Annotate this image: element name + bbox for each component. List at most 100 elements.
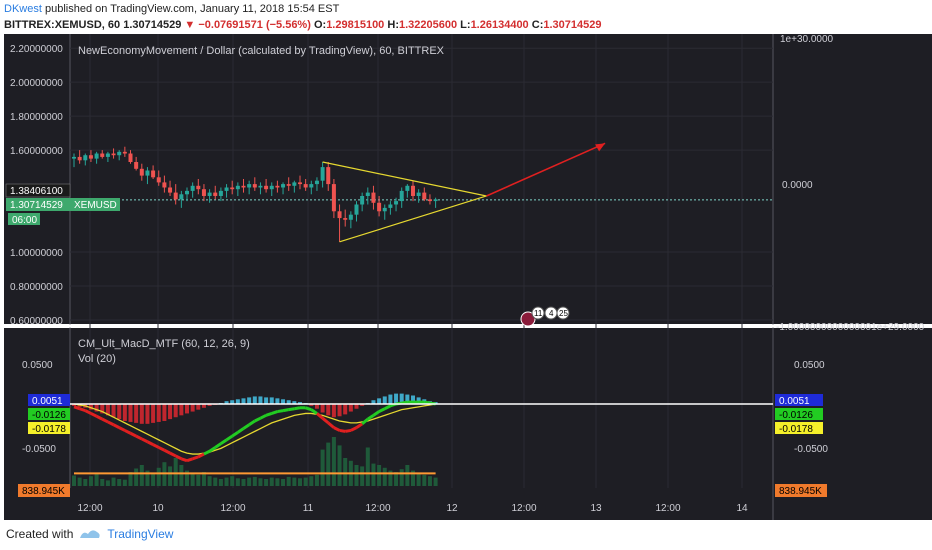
volume-bar: [173, 458, 178, 486]
histogram-bar: [326, 404, 331, 416]
candle-body: [292, 182, 297, 186]
candle-body: [72, 156, 76, 159]
volume-bar: [235, 478, 240, 486]
macd-line-segment: [321, 417, 330, 425]
histogram-bar: [337, 404, 342, 417]
histogram-value-right: 0.0051: [779, 396, 810, 407]
candle-body: [196, 185, 201, 190]
author-link[interactable]: DKwest: [4, 3, 42, 15]
price-tick-label: 2.00000000: [10, 78, 63, 89]
event-marker-icon[interactable]: [520, 311, 536, 327]
candle-body: [156, 177, 161, 183]
signal-badge: [28, 422, 70, 434]
right-axis-zero: 0.0000: [782, 180, 813, 191]
histogram-bar: [168, 404, 173, 420]
macd-line-segment: [90, 412, 98, 418]
volume-bar: [190, 473, 195, 486]
volume-bar: [377, 465, 382, 486]
volume-bar: [298, 478, 302, 486]
high-value: 1.32205600: [398, 19, 458, 31]
event-badge-3[interactable]: [556, 306, 570, 320]
triangle-lower-line: [339, 195, 487, 243]
macd-line-segment: [288, 407, 295, 412]
candle-body: [122, 151, 127, 154]
histogram-bar: [122, 404, 127, 421]
candle-body: [382, 207, 387, 212]
time-tick-label: 12:00: [511, 503, 536, 514]
histogram-bar: [252, 396, 257, 404]
candle-body: [235, 185, 240, 190]
close-value: 1.30714529: [543, 19, 602, 31]
candle-body: [190, 185, 195, 191]
histogram-badge: [28, 394, 70, 406]
candle-body: [303, 184, 308, 188]
low-value: 1.26134400: [470, 19, 529, 31]
histogram-bar: [258, 396, 263, 404]
volume-bar: [371, 463, 376, 486]
histogram-bar: [185, 404, 189, 414]
macd-line-segment: [242, 423, 250, 430]
macd-line-segment: [101, 417, 109, 424]
volume-bar: [343, 458, 348, 486]
countdown-label: 06:00: [12, 215, 37, 226]
macd-line-segment: [271, 410, 278, 415]
volume-bar: [326, 442, 331, 486]
candle-body: [139, 168, 144, 176]
event-badge-1-text: 11: [534, 309, 543, 318]
macd-line-segment: [112, 423, 120, 429]
candle-body: [88, 155, 93, 159]
high-label: H:: [387, 19, 399, 31]
volume-bar: [360, 466, 365, 486]
candle-body: [77, 156, 82, 161]
macd-line-segment: [282, 408, 289, 413]
histogram-bar: [190, 404, 195, 412]
volume-bar: [105, 480, 110, 486]
volume-bar: [275, 478, 280, 486]
macd-line-segment: [73, 405, 81, 411]
trading-chart[interactable]: 2.20000000 2.00000000 1.80000000 1.60000000…: [0, 34, 932, 520]
macd-tick-neg: -0.0500: [22, 444, 56, 455]
candle-body: [371, 192, 376, 203]
candle-body: [213, 192, 218, 196]
forecast-arrow-line: [486, 142, 606, 197]
tradingview-link[interactable]: TradingView: [107, 527, 174, 541]
histogram-bar: [201, 404, 206, 408]
macd-line-segment: [158, 446, 166, 452]
open-label: O:: [313, 19, 327, 31]
price-pane[interactable]: [4, 34, 773, 324]
signal-value-right: -0.0178: [779, 424, 813, 435]
candle-body: [168, 187, 173, 193]
volume-bar: [83, 479, 88, 486]
macd-line-segment: [355, 422, 363, 429]
volume-bar: [196, 474, 201, 486]
candle-body: [394, 201, 399, 205]
histogram-bar: [139, 404, 144, 424]
macd-line-segment: [401, 400, 408, 405]
macd-line-segment: [248, 419, 256, 427]
histogram-bar: [134, 404, 139, 423]
last-price: 1.30714529: [123, 19, 182, 31]
candle-body: [241, 185, 246, 188]
histogram-badge-right: [775, 394, 823, 406]
candle-body: [275, 185, 280, 188]
macd-line-segment: [79, 407, 86, 413]
time-tick-label: 12:00: [655, 503, 680, 514]
price-tick-label: 1.00000000: [10, 248, 63, 259]
volume-bar: [382, 467, 387, 486]
candle-body: [173, 192, 178, 200]
tradingview-logo-icon[interactable]: [79, 528, 101, 540]
volume-bar: [218, 479, 223, 486]
footer: Created with TradingView: [6, 527, 173, 541]
prev-close-label: 1.38406100: [10, 186, 63, 197]
histogram-bar: [162, 404, 167, 421]
open-value: 1.29815100: [326, 19, 385, 31]
candle-body: [151, 170, 156, 178]
event-badges[interactable]: 11 4 25: [520, 306, 570, 327]
macd-right-tick-neg: -0.0500: [794, 444, 828, 455]
histogram-bar: [331, 404, 336, 418]
volume-bar: [427, 476, 432, 486]
event-badge-1[interactable]: [531, 306, 545, 320]
histogram-bar: [151, 404, 156, 423]
histogram-bar: [382, 396, 387, 404]
publish-info: DKwest published on TradingView.com, Jan…: [4, 3, 339, 15]
